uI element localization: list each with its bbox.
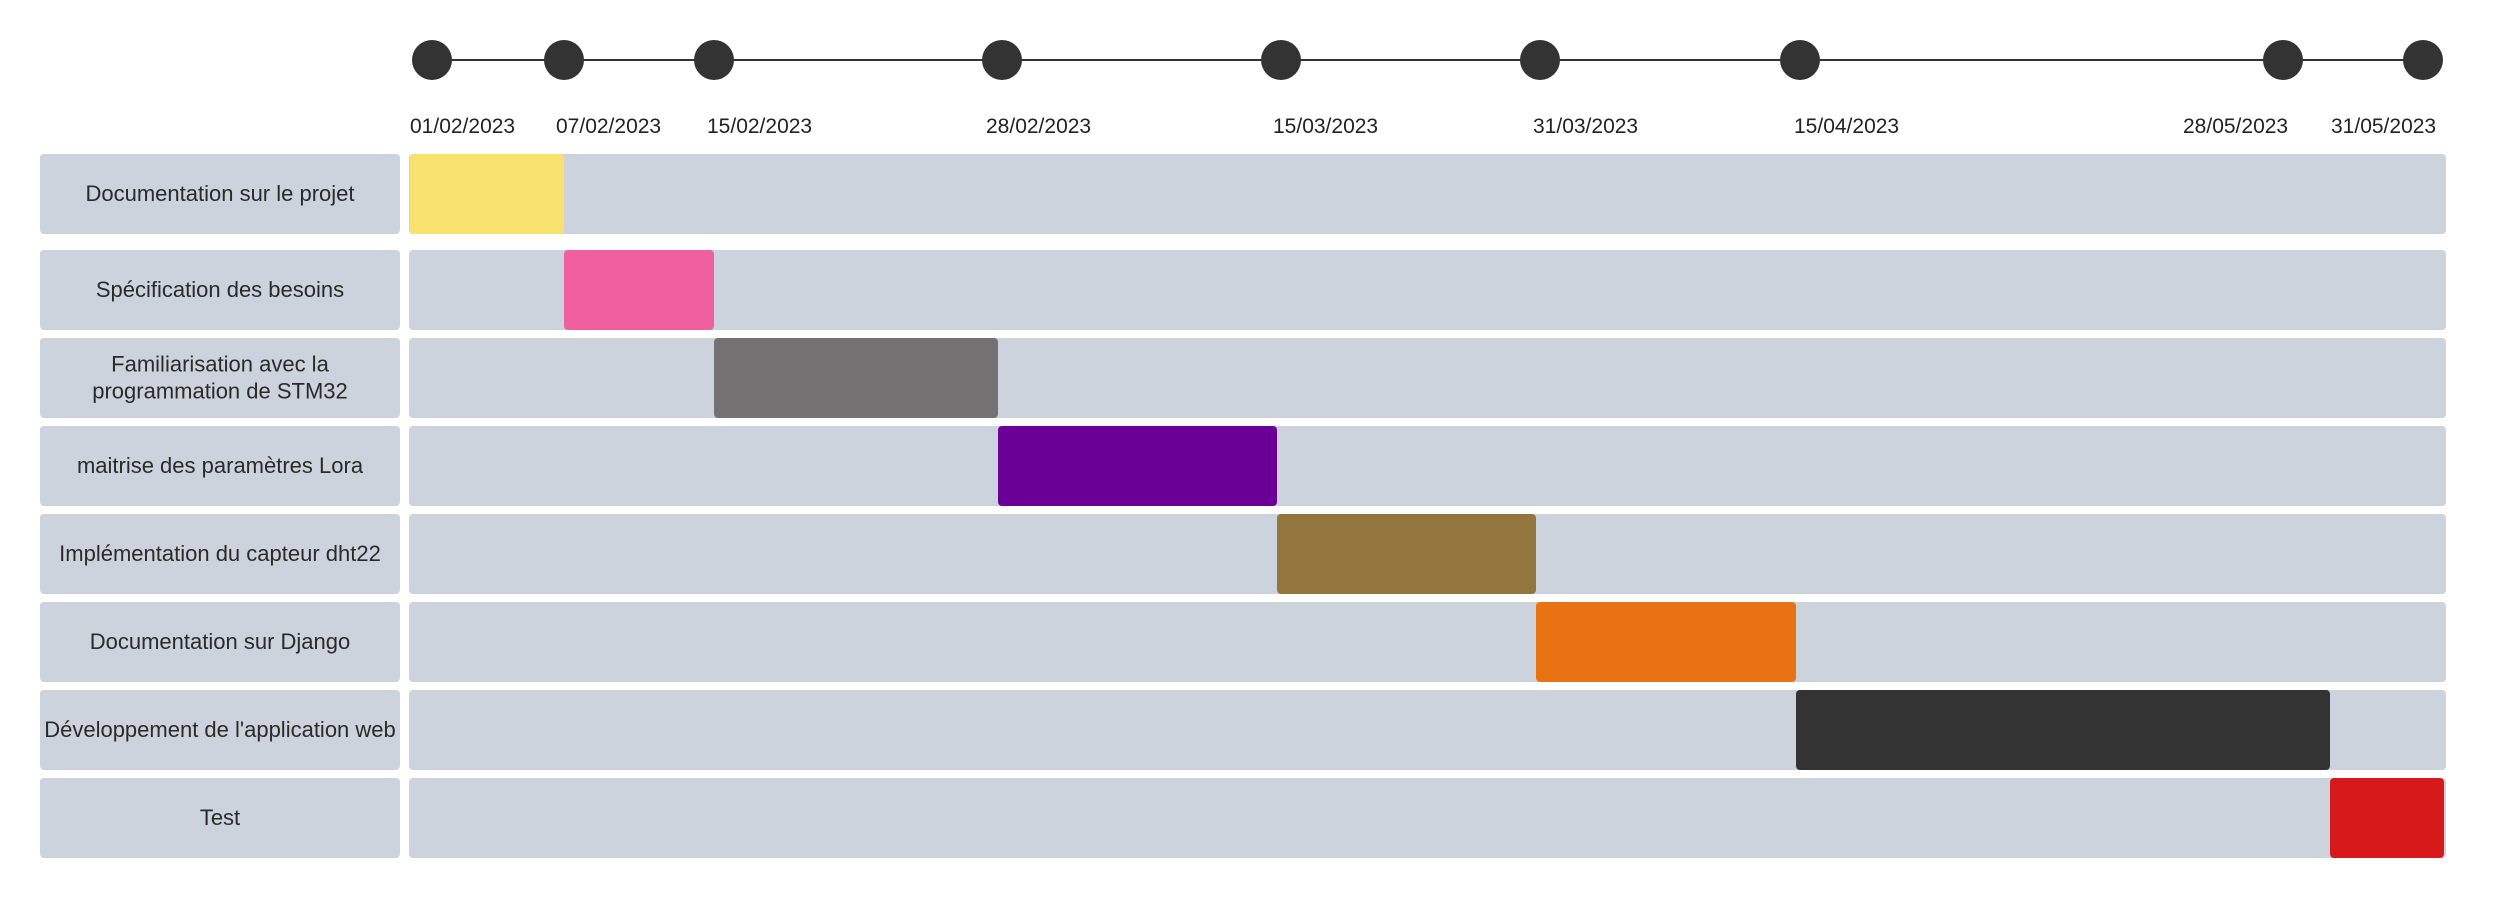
milestone-dot: [1520, 40, 1560, 80]
task-track: [409, 426, 2446, 506]
task-bar: [410, 154, 564, 234]
milestone-date-label: 15/04/2023: [1794, 115, 1899, 138]
task-label-box: [40, 250, 400, 330]
task-bar: [714, 338, 998, 418]
task-bar: [1536, 602, 1796, 682]
milestone-dot: [544, 40, 584, 80]
task-label: Spécification des besoins: [96, 277, 344, 302]
milestone-date-label: 31/03/2023: [1533, 115, 1638, 138]
task-label: maitrise des paramètres Lora: [77, 453, 364, 478]
task-row: Test: [40, 778, 2446, 858]
task-row: Spécification des besoins: [40, 250, 2446, 330]
milestone-dot: [2263, 40, 2303, 80]
task-label-box: [40, 154, 400, 234]
task-row: Documentation sur le projet: [40, 154, 2446, 234]
task-track: [409, 602, 2446, 682]
milestone-date-label: 28/05/2023: [2183, 115, 2288, 138]
task-row: Développement de l'application web: [40, 690, 2446, 770]
task-label: Implémentation du capteur dht22: [59, 541, 381, 566]
task-row: maitrise des paramètres Lora: [40, 426, 2446, 506]
milestone-dot: [1261, 40, 1301, 80]
milestone-date-label: 15/03/2023: [1273, 115, 1378, 138]
task-bar: [1796, 690, 2330, 770]
task-track: [409, 778, 2446, 858]
task-label-box: [40, 690, 400, 770]
milestone-date-label: 01/02/2023: [410, 115, 515, 138]
task-label-box: [40, 778, 400, 858]
task-track: [409, 154, 2446, 234]
task-bar: [564, 250, 714, 330]
milestone-dot: [2403, 40, 2443, 80]
task-row: Familiarisation avec la programmation de …: [40, 338, 2446, 418]
task-label: Documentation sur Django: [90, 629, 350, 654]
milestone-dot: [1780, 40, 1820, 80]
milestone-date-label: 15/02/2023: [707, 115, 812, 138]
milestone-date-label: 31/05/2023: [2331, 115, 2436, 138]
task-row: Implémentation du capteur dht22: [40, 514, 2446, 594]
milestone-date-label: 28/02/2023: [986, 115, 1091, 138]
task-label: Test: [200, 805, 240, 830]
timeline: 01/02/2023 07/02/2023 15/02/2023 28/02/2023…: [410, 40, 2443, 138]
milestone-dot: [982, 40, 1022, 80]
task-label-box: [40, 514, 400, 594]
task-bar: [998, 426, 1277, 506]
task-label-box: [40, 338, 400, 418]
milestone-dot: [412, 40, 452, 80]
task-track: [409, 250, 2446, 330]
milestone-dot: [694, 40, 734, 80]
task-label: Documentation sur le projet: [85, 181, 354, 206]
task-label-box: [40, 602, 400, 682]
task-bar: [1277, 514, 1536, 594]
task-rows: Documentation sur le projet Spécification…: [40, 154, 2446, 858]
task-bar: [2330, 778, 2444, 858]
milestone-date-label: 07/02/2023: [556, 115, 661, 138]
task-row: Documentation sur Django: [40, 602, 2446, 682]
task-label-box: [40, 426, 400, 506]
task-label: Développement de l'application web: [44, 717, 396, 742]
task-label: Familiarisation avec la programmation de …: [92, 352, 348, 404]
